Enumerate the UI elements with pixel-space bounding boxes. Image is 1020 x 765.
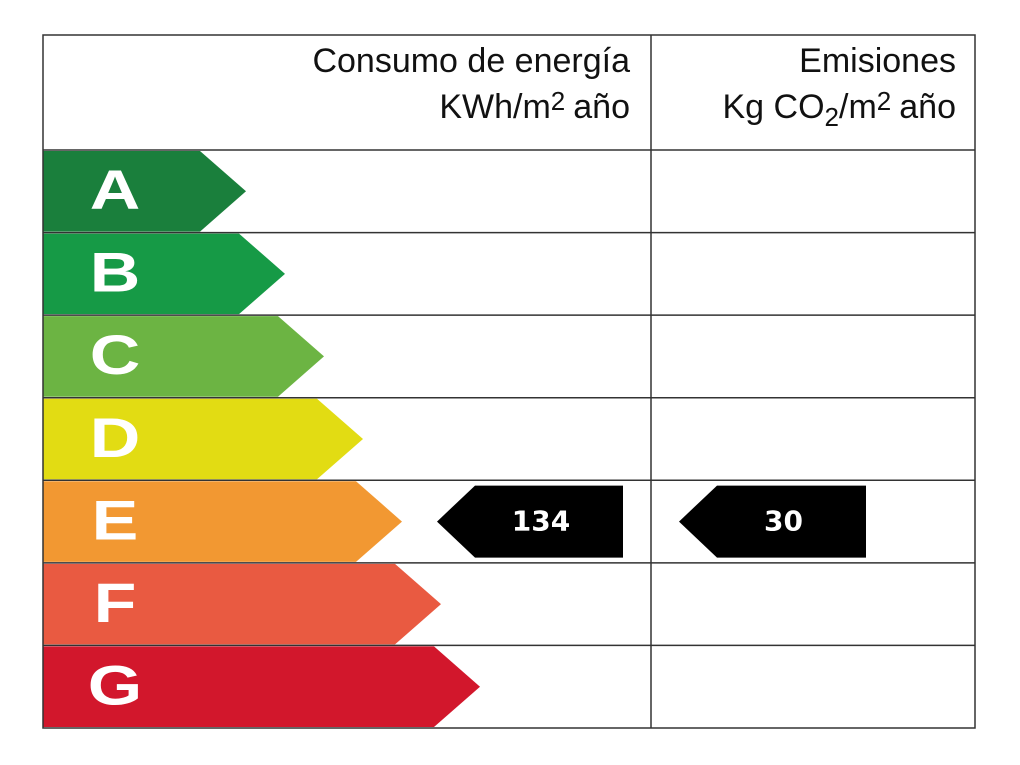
- rating-letter: B: [90, 242, 141, 304]
- value-pointer: [437, 485, 623, 558]
- rating-arrow: [43, 646, 480, 727]
- unit-text: Kg CO: [723, 88, 825, 126]
- rating-letter: G: [88, 655, 142, 717]
- emissions-title: Emisiones: [799, 42, 956, 80]
- rating-arrow: [43, 316, 324, 397]
- rating-letter: F: [94, 572, 137, 634]
- consumption-title: Consumo de energía: [312, 42, 630, 80]
- rating-arrow: [43, 563, 441, 645]
- pointer-value: 134: [512, 505, 570, 538]
- rating-arrow: [43, 233, 285, 315]
- emissions-unit: Kg CO2/m2 año: [723, 86, 957, 132]
- rating-letter: E: [92, 490, 139, 552]
- rating-letter: C: [90, 325, 141, 387]
- unit-superscript: 2: [551, 86, 565, 116]
- rating-letter: D: [90, 407, 141, 469]
- rating-arrow: [43, 398, 363, 480]
- unit-text: KWh/m: [439, 88, 550, 126]
- value-pointer: [679, 485, 866, 558]
- consumption-unit: KWh/m2 año: [439, 86, 630, 126]
- unit-subscript: 2: [825, 102, 839, 132]
- unit-text: año: [899, 88, 956, 126]
- table-border: [42, 34, 976, 729]
- unit-text: /m: [839, 88, 877, 126]
- rating-letter: A: [90, 160, 141, 222]
- unit-text: año: [573, 88, 630, 126]
- rating-arrow: [43, 151, 246, 232]
- rating-arrow: [43, 481, 402, 562]
- pointer-value: 30: [764, 505, 803, 538]
- unit-superscript: 2: [877, 86, 891, 116]
